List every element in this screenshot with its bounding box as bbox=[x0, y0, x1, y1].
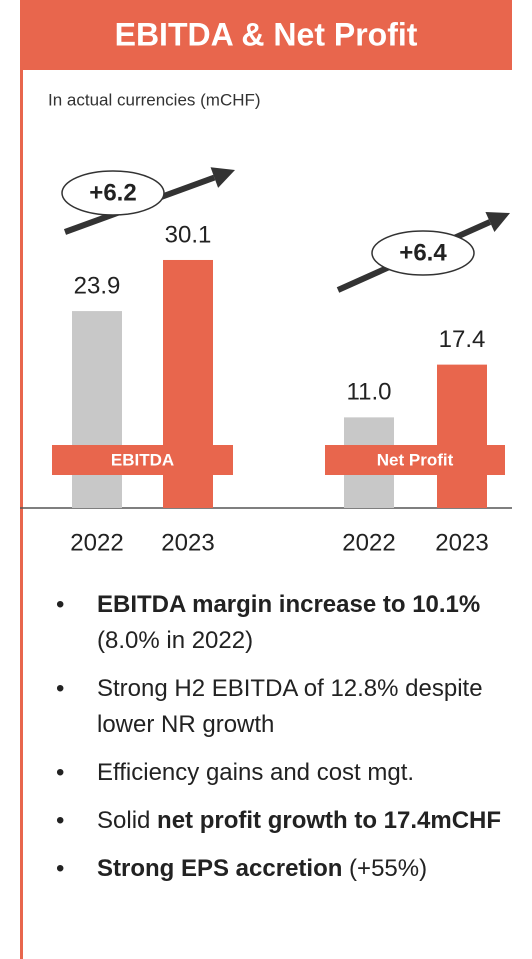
bullet-list: EBITDA margin increase to 10.1% (8.0% in… bbox=[50, 587, 515, 899]
bullet-item: EBITDA margin increase to 10.1% (8.0% in… bbox=[50, 587, 515, 659]
bold-text: net profit growth to 17.4mCHF bbox=[157, 807, 502, 834]
x-tick-label: 2023 bbox=[435, 529, 488, 556]
title-bar bbox=[20, 0, 512, 70]
arrow-head bbox=[485, 211, 510, 233]
annotation-ellipse bbox=[61, 170, 165, 216]
text: Solid bbox=[97, 807, 158, 834]
bullet-item: Strong H2 EBITDA of 12.8% despite lower … bbox=[50, 671, 515, 743]
side-border bbox=[20, 0, 23, 959]
bullet-item: Strong EPS accretion (+55%) bbox=[50, 851, 515, 887]
x-tick-label: 2023 bbox=[161, 529, 214, 556]
bold-text: Strong EPS accretion bbox=[97, 855, 343, 882]
text: (+55%) bbox=[342, 855, 428, 882]
bold-text: EBITDA margin increase to 10.1% bbox=[97, 591, 481, 618]
arrow-head bbox=[210, 167, 235, 188]
text: (8.0% in 2022) bbox=[97, 627, 254, 654]
x-tick-label: 2022 bbox=[342, 529, 395, 556]
bullet-item: Efficiency gains and cost mgt. bbox=[50, 755, 515, 791]
group-label-box bbox=[325, 445, 505, 475]
bullet-item: Solid net profit growth to 17.4mCHF bbox=[50, 803, 515, 839]
annotation-ellipse bbox=[371, 230, 475, 276]
value-label: 17.4 bbox=[439, 326, 486, 353]
x-tick-label: 2022 bbox=[70, 529, 123, 556]
chart-subtitle: In actual currencies (mCHF) bbox=[48, 90, 261, 109]
bar bbox=[437, 364, 487, 508]
group-label: Net Profit bbox=[377, 450, 454, 469]
text: Strong H2 EBITDA of 12.8% despite lower … bbox=[97, 675, 483, 738]
value-label: 30.1 bbox=[165, 221, 212, 248]
group-label: EBITDA bbox=[111, 450, 174, 469]
annotation: +6.2 bbox=[89, 179, 136, 206]
annotation: +6.4 bbox=[399, 239, 447, 266]
value-label: 11.0 bbox=[347, 379, 392, 406]
chart-title: EBITDA & Net Profit bbox=[115, 16, 418, 52]
text: Efficiency gains and cost mgt. bbox=[97, 759, 415, 786]
group-label-box bbox=[52, 445, 233, 475]
bar bbox=[72, 311, 122, 508]
value-label: 23.9 bbox=[74, 272, 121, 299]
